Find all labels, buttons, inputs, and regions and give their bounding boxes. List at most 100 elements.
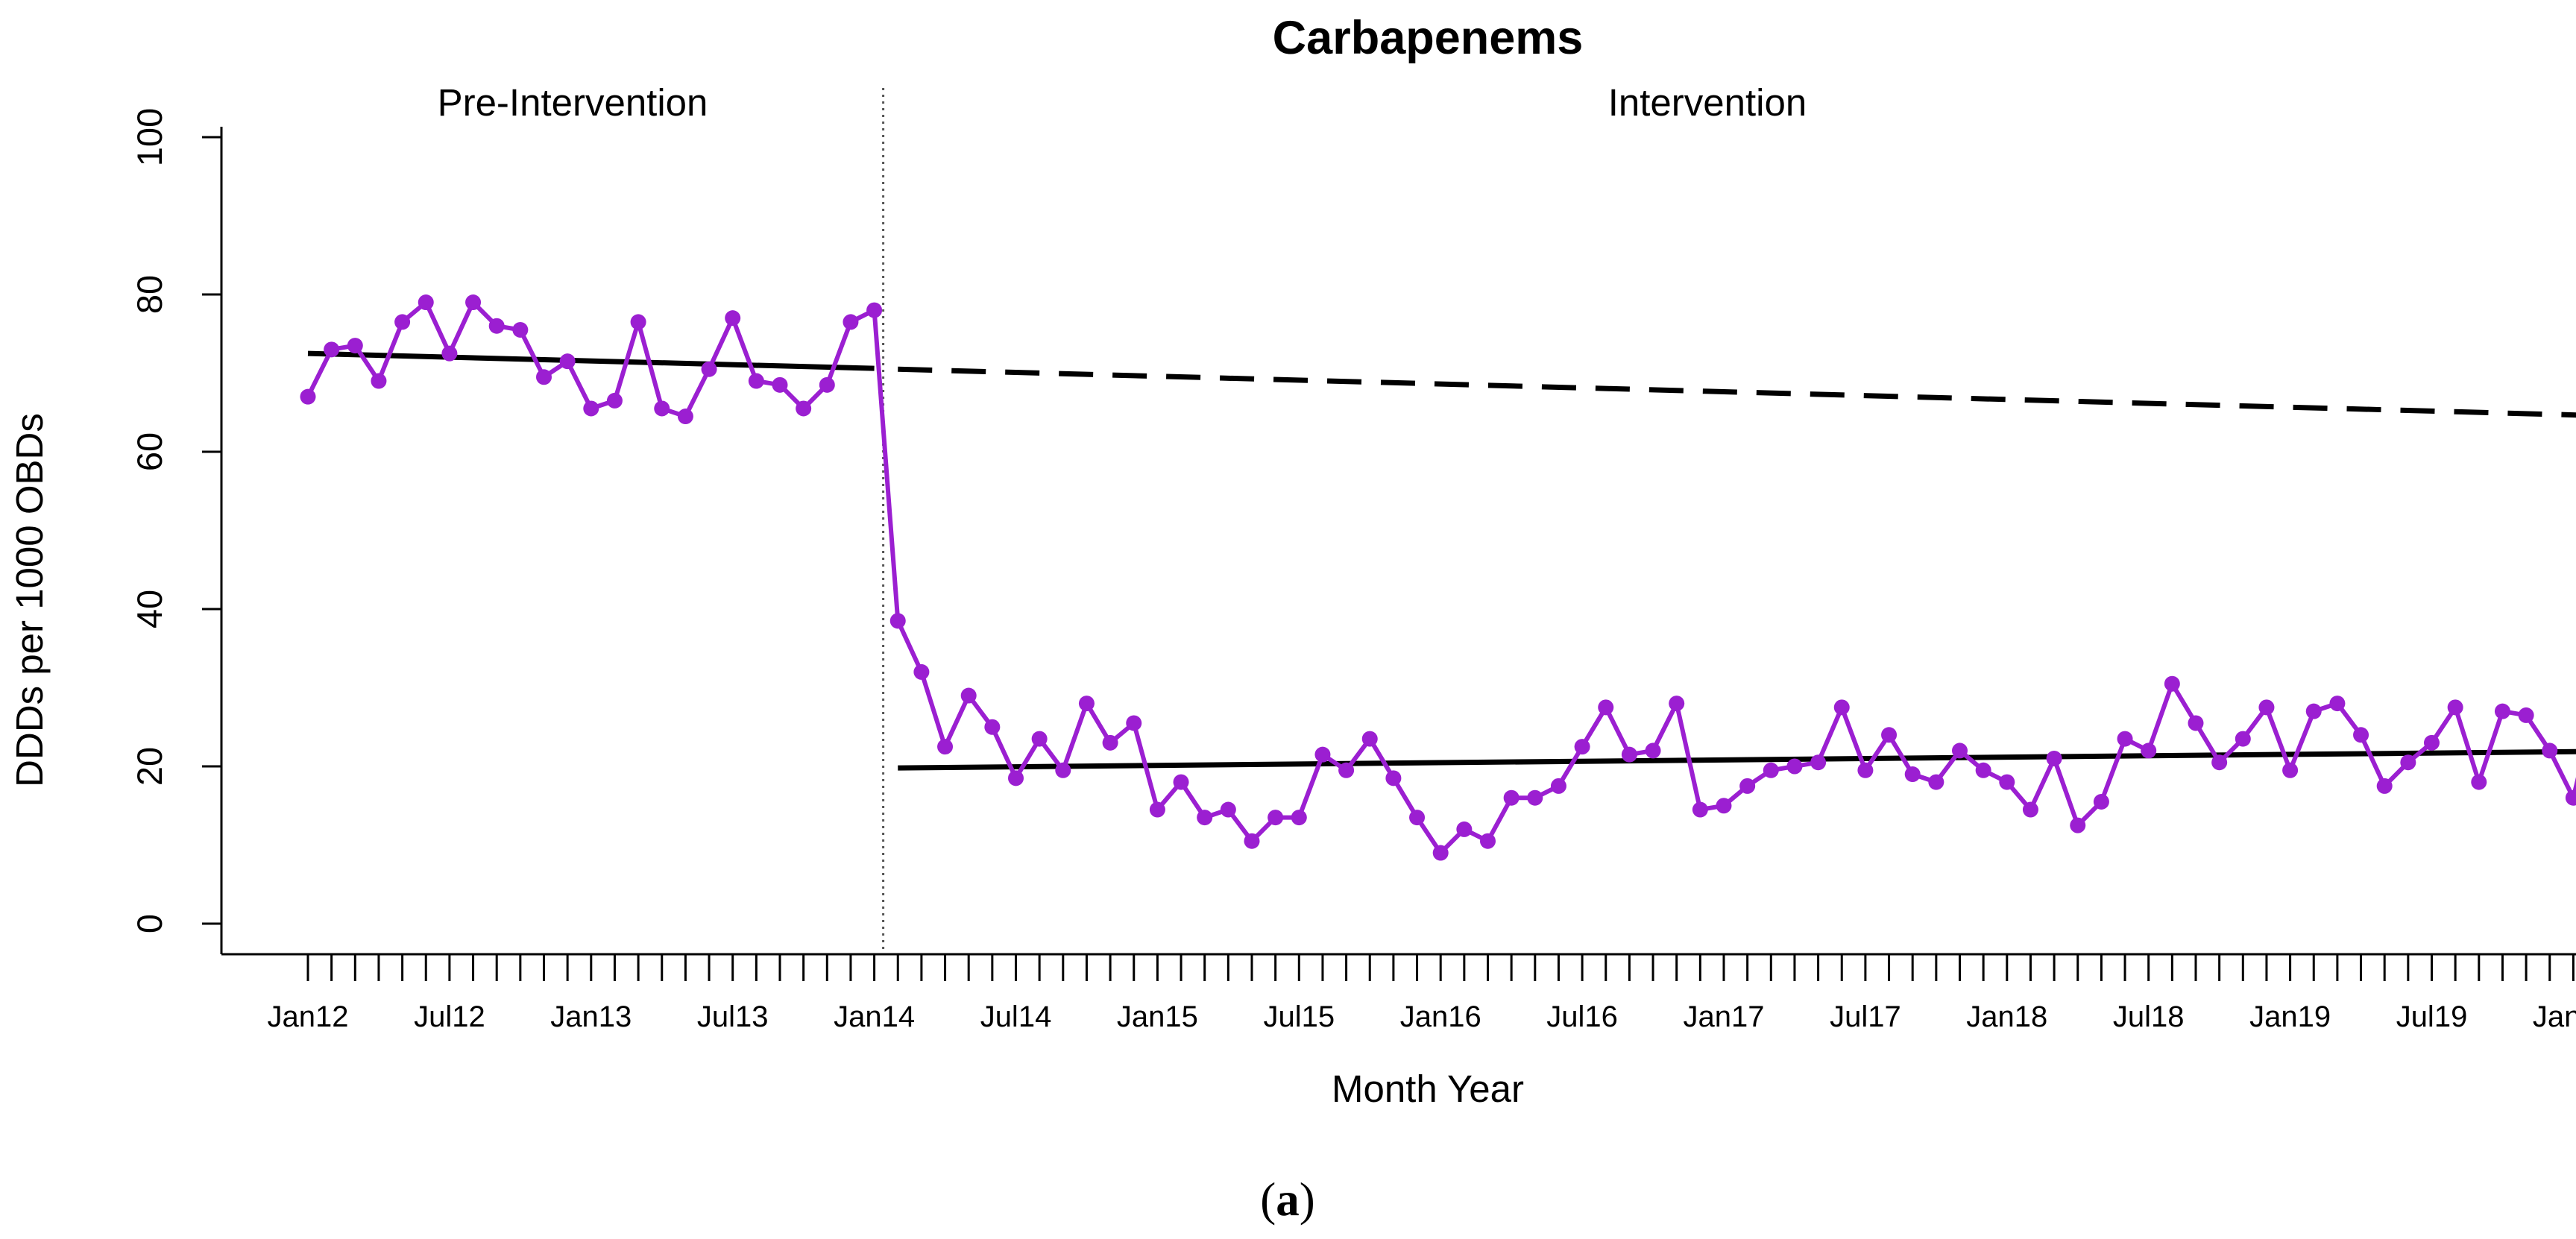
data-point: [1598, 699, 1614, 716]
data-point: [960, 687, 977, 704]
data-point: [1975, 762, 1991, 778]
data-point: [1078, 696, 1095, 712]
data-point: [1669, 696, 1685, 712]
data-point: [1126, 715, 1142, 731]
data-point: [2424, 734, 2440, 751]
data-point: [583, 400, 599, 417]
data-point: [371, 373, 387, 389]
data-point: [1503, 789, 1520, 806]
x-tick-label: Jul17: [1830, 1000, 1901, 1033]
y-tick-label: 0: [130, 914, 169, 933]
data-point: [2565, 789, 2576, 806]
data-point: [441, 345, 458, 362]
x-axis-ticks: Jan12 Jul12 Jan13 Jul13 Jan14 Jul14 Jan15 Jul15…: [268, 953, 2576, 1033]
data-point: [2141, 743, 2157, 759]
data-point: [2353, 727, 2369, 743]
data-point: [2117, 731, 2133, 747]
x-tick-label: Jan13: [550, 1000, 632, 1033]
data-point: [418, 294, 434, 311]
data-point: [1267, 810, 1284, 826]
data-point: [559, 353, 576, 370]
data-point: [1904, 766, 1921, 783]
data-point: [2494, 703, 2510, 719]
data-point: [1149, 801, 1165, 818]
chart-title: Carbapenems: [1273, 12, 1584, 64]
data-point: [1338, 762, 1355, 778]
data-point: [819, 376, 835, 393]
data-point: [2093, 793, 2109, 810]
trend-lines: [307, 350, 2576, 771]
caption-close-paren: ): [1300, 1173, 1315, 1226]
data-point: [2046, 750, 2062, 766]
y-tick-label: 20: [130, 747, 169, 786]
x-tick-label: Jan18: [1966, 1000, 2047, 1033]
x-tick-label: Jan12: [268, 1000, 349, 1033]
data-point: [1857, 762, 1874, 778]
x-tick-label: Jul16: [1546, 1000, 1618, 1033]
data-point: [843, 314, 859, 330]
x-tick-label: Jan17: [1684, 1000, 1765, 1033]
data-point: [1952, 743, 1968, 759]
data-point: [937, 739, 954, 755]
data-point: [1928, 774, 1944, 790]
data-point: [1739, 778, 1756, 794]
y-tick-label: 80: [130, 275, 169, 314]
data-point: [2022, 801, 2038, 818]
data-point: [2164, 675, 2180, 692]
data-point: [1550, 778, 1566, 794]
data-point: [1881, 727, 1898, 743]
data-point: [889, 613, 906, 629]
data-point: [1291, 810, 1307, 826]
data-point: [2188, 715, 2204, 731]
data-point: [1102, 734, 1118, 751]
data-point: [630, 314, 646, 330]
data-point: [1480, 833, 1496, 849]
data-point: [2518, 707, 2534, 723]
data-point: [1055, 762, 1071, 778]
x-tick-label: Jul13: [697, 1000, 769, 1033]
y-axis-label: DDDs per 1000 OBDs: [8, 413, 51, 787]
data-point: [1999, 774, 2015, 790]
x-tick-label: Jan16: [1400, 1000, 1481, 1033]
data-point: [2376, 778, 2393, 794]
data-point: [606, 392, 623, 409]
data-point: [866, 302, 883, 318]
data-point: [2258, 699, 2275, 716]
data-point: [300, 388, 316, 405]
data-point: [1621, 746, 1637, 763]
data-point: [1409, 810, 1426, 826]
data-point: [2471, 774, 2487, 790]
data-point: [1385, 770, 1402, 786]
data-point: [1456, 821, 1473, 837]
x-tick-label: Jul14: [980, 1000, 1052, 1033]
x-tick-label: Jan14: [834, 1000, 915, 1033]
x-axis-label: Month Year: [1332, 1068, 1524, 1110]
data-series: [300, 294, 2576, 861]
y-tick-label: 40: [130, 590, 169, 628]
data-point: [2211, 754, 2228, 771]
data-point: [1833, 699, 1850, 716]
data-point: [1645, 743, 1661, 759]
data-point: [1197, 810, 1213, 826]
data-point: [1763, 762, 1779, 778]
data-point: [536, 369, 552, 385]
caption-letter: a: [1276, 1173, 1300, 1226]
data-point: [1716, 798, 1732, 814]
data-point: [701, 361, 717, 377]
figure-caption: (a): [1260, 1173, 1314, 1226]
data-point: [2282, 762, 2299, 778]
x-tick-label: Jul12: [414, 1000, 485, 1033]
data-point: [1314, 746, 1331, 763]
data-point: [2400, 754, 2416, 771]
data-point: [1361, 731, 1378, 747]
data-point: [324, 341, 340, 358]
data-point: [465, 294, 482, 311]
x-tick-label: Jul19: [2396, 1000, 2468, 1033]
data-point: [748, 373, 764, 389]
x-tick-label: Jul15: [1263, 1000, 1335, 1033]
data-point: [1810, 754, 1827, 771]
phase-label-pre-intervention: Pre-Intervention: [438, 81, 708, 124]
data-point: [2235, 731, 2251, 747]
intervention-trend-line: [898, 748, 2576, 771]
counterfactual-trend-line: [898, 366, 2576, 418]
